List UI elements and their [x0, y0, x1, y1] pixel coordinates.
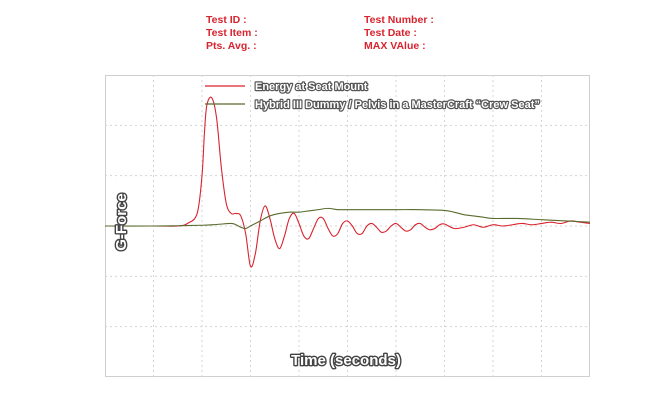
x-axis-label: Time (seconds): [291, 352, 401, 369]
test-date-label: Test Date :: [364, 27, 417, 39]
y-axis-label: G-Force: [113, 193, 130, 251]
test-number-label: Test Number :: [364, 14, 434, 26]
legend-entry-hybrid-dummy-pelvis: Hybrid III Dummy / Pelvis in a MasterCra…: [255, 99, 540, 111]
max-value-label: MAX VAlue :: [364, 40, 426, 52]
test-info-left: Test ID : Test Item : Pts. Avg. :: [206, 14, 258, 53]
series-lines: [104, 96, 591, 268]
test-id-label: Test ID :: [206, 14, 247, 26]
pts-avg-label: Pts. Avg. :: [206, 40, 257, 52]
series-line-hybrid-dummy-pelvis: [104, 207, 591, 230]
legend-entry-energy-seat-mount: Energy at Seat Mount: [255, 81, 368, 93]
test-item-label: Test Item :: [206, 27, 258, 39]
series-line-energy-seat-mount: [105, 96, 591, 268]
test-info-right: Test Number : Test Date : MAX VAlue :: [364, 14, 434, 53]
legend: Energy at Seat Mount Hybrid III Dummy / P…: [205, 80, 541, 112]
